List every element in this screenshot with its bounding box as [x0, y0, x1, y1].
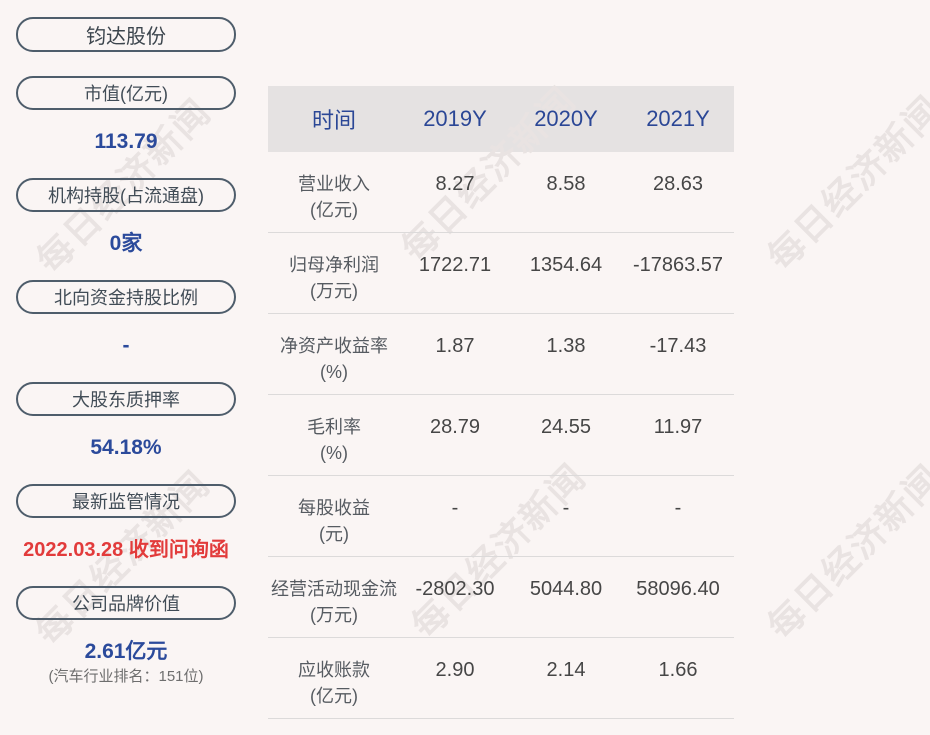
table-row-revenue: 营业收入 (亿元) 8.27 8.58 28.63 — [268, 152, 734, 233]
metric-name: 归母净利润 — [289, 255, 379, 275]
cell-value: 8.27 — [435, 173, 475, 195]
row-label: 每股收益 (元) — [268, 495, 400, 556]
metric-unit: (万元) — [310, 605, 358, 625]
cell-value: 1722.71 — [418, 254, 492, 276]
cell-value: -17863.57 — [632, 254, 724, 276]
stat-group-regulatory-status: 最新监管情况 2022.03.28 收到问询函 — [16, 484, 236, 562]
row-label: 营业收入 (亿元) — [268, 171, 400, 232]
market-cap-pill: 市值(亿元) — [16, 76, 236, 110]
row-label: 经营活动现金流 (万元) — [268, 576, 400, 637]
col-header-2019y: 2019Y — [423, 106, 487, 131]
sidebar: 钧达股份 市值(亿元) 113.79 机构持股(占流通盘) 0家 北向资金持股比… — [16, 17, 236, 686]
company-name: 钧达股份 — [86, 26, 166, 48]
stat-group-market-cap: 市值(亿元) 113.79 — [16, 76, 236, 154]
company-name-pill: 钧达股份 — [16, 17, 236, 52]
northbound-ratio-value: - — [122, 334, 130, 357]
regulatory-status-pill: 最新监管情况 — [16, 484, 236, 518]
cell-value: 1.87 — [435, 335, 475, 357]
col-header-time: 时间 — [311, 108, 356, 133]
stat-group-institutional-holdings: 机构持股(占流通盘) 0家 — [16, 178, 236, 256]
table-row-accounts-receivable: 应收账款 (亿元) 2.90 2.14 1.66 — [268, 638, 734, 719]
pledge-ratio-pill: 大股东质押率 — [16, 382, 236, 416]
col-header-2020y: 2020Y — [534, 106, 598, 131]
metric-name: 经营活动现金流 — [271, 579, 397, 599]
watermark-text: 每日经济新闻 — [759, 87, 930, 278]
table-row-operating-cash-flow: 经营活动现金流 (万元) -2802.30 5044.80 58096.40 — [268, 557, 734, 638]
metric-name: 净资产收益率 — [280, 336, 388, 356]
cell-value: - — [451, 497, 459, 519]
cell-value: 5044.80 — [529, 578, 603, 600]
row-label: 应收账款 (亿元) — [268, 657, 400, 718]
cell-value: -17.43 — [649, 335, 707, 357]
brand-value-rank-note: (汽车行业排名：151位) — [48, 668, 204, 685]
stat-group-northbound-ratio: 北向资金持股比例 - — [16, 280, 236, 358]
northbound-ratio-label: 北向资金持股比例 — [54, 288, 198, 308]
institutional-holdings-pill: 机构持股(占流通盘) — [16, 178, 236, 212]
cell-value: 1.38 — [546, 335, 586, 357]
regulatory-status-value: 2022.03.28 收到问询函 — [23, 539, 229, 561]
metric-unit: (亿元) — [310, 200, 358, 220]
brand-value-value: 2.61亿元 — [84, 640, 168, 663]
market-cap-label: 市值(亿元) — [84, 84, 168, 104]
table-row-eps: 每股收益 (元) - - - — [268, 476, 734, 557]
row-label: 归母净利润 (万元) — [268, 252, 400, 313]
cell-value: 24.55 — [540, 416, 592, 438]
metric-unit: (万元) — [310, 281, 358, 301]
metric-name: 营业收入 — [298, 174, 370, 194]
table-row-roe: 净资产收益率 (%) 1.87 1.38 -17.43 — [268, 314, 734, 395]
cell-value: 28.79 — [429, 416, 481, 438]
metric-unit: (元) — [319, 524, 349, 544]
cell-value: -2802.30 — [415, 578, 495, 600]
market-cap-value: 113.79 — [94, 130, 158, 153]
table-header-background — [268, 86, 734, 152]
row-label: 毛利率 (%) — [268, 414, 400, 475]
table-row-net-profit: 归母净利润 (万元) 1722.71 1354.64 -17863.57 — [268, 233, 734, 314]
brand-value-label: 公司品牌价值 — [72, 594, 180, 614]
financial-table: 时间 2019Y 2020Y 2021Y 营业收入 (亿元) 8.27 8.58… — [268, 86, 734, 719]
institutional-holdings-label: 机构持股(占流通盘) — [48, 186, 204, 206]
pledge-ratio-value: 54.18% — [90, 436, 162, 459]
row-label: 净资产收益率 (%) — [268, 333, 400, 394]
cell-value: 2.14 — [546, 659, 586, 681]
metric-name: 毛利率 — [307, 417, 361, 437]
regulatory-status-label: 最新监管情况 — [72, 492, 180, 512]
table-header-row: 时间 2019Y 2020Y 2021Y — [268, 86, 734, 152]
stat-group-pledge-ratio: 大股东质押率 54.18% — [16, 382, 236, 460]
institutional-holdings-value: 0家 — [109, 232, 143, 255]
cell-value: 8.58 — [546, 173, 586, 195]
table-row-gross-margin: 毛利率 (%) 28.79 24.55 11.97 — [268, 395, 734, 476]
cell-value: - — [674, 497, 682, 519]
cell-value: - — [562, 497, 570, 519]
brand-value-pill: 公司品牌价值 — [16, 586, 236, 620]
cell-value: 2.90 — [435, 659, 475, 681]
cell-value: 1.66 — [658, 659, 698, 681]
metric-name: 每股收益 — [298, 498, 370, 518]
cell-value: 28.63 — [652, 173, 704, 195]
cell-value: 11.97 — [653, 416, 703, 438]
metric-name: 应收账款 — [298, 660, 370, 680]
watermark-text: 每日经济新闻 — [759, 456, 930, 647]
metric-unit: (亿元) — [310, 686, 358, 706]
stat-group-brand-value: 公司品牌价值 2.61亿元 (汽车行业排名：151位) — [16, 586, 236, 686]
cell-value: 58096.40 — [636, 578, 720, 600]
cell-value: 1354.64 — [529, 254, 603, 276]
col-header-2021y: 2021Y — [646, 106, 710, 131]
metric-unit: (%) — [320, 362, 348, 382]
pledge-ratio-label: 大股东质押率 — [72, 390, 180, 410]
northbound-ratio-pill: 北向资金持股比例 — [16, 280, 236, 314]
metric-unit: (%) — [320, 443, 348, 463]
